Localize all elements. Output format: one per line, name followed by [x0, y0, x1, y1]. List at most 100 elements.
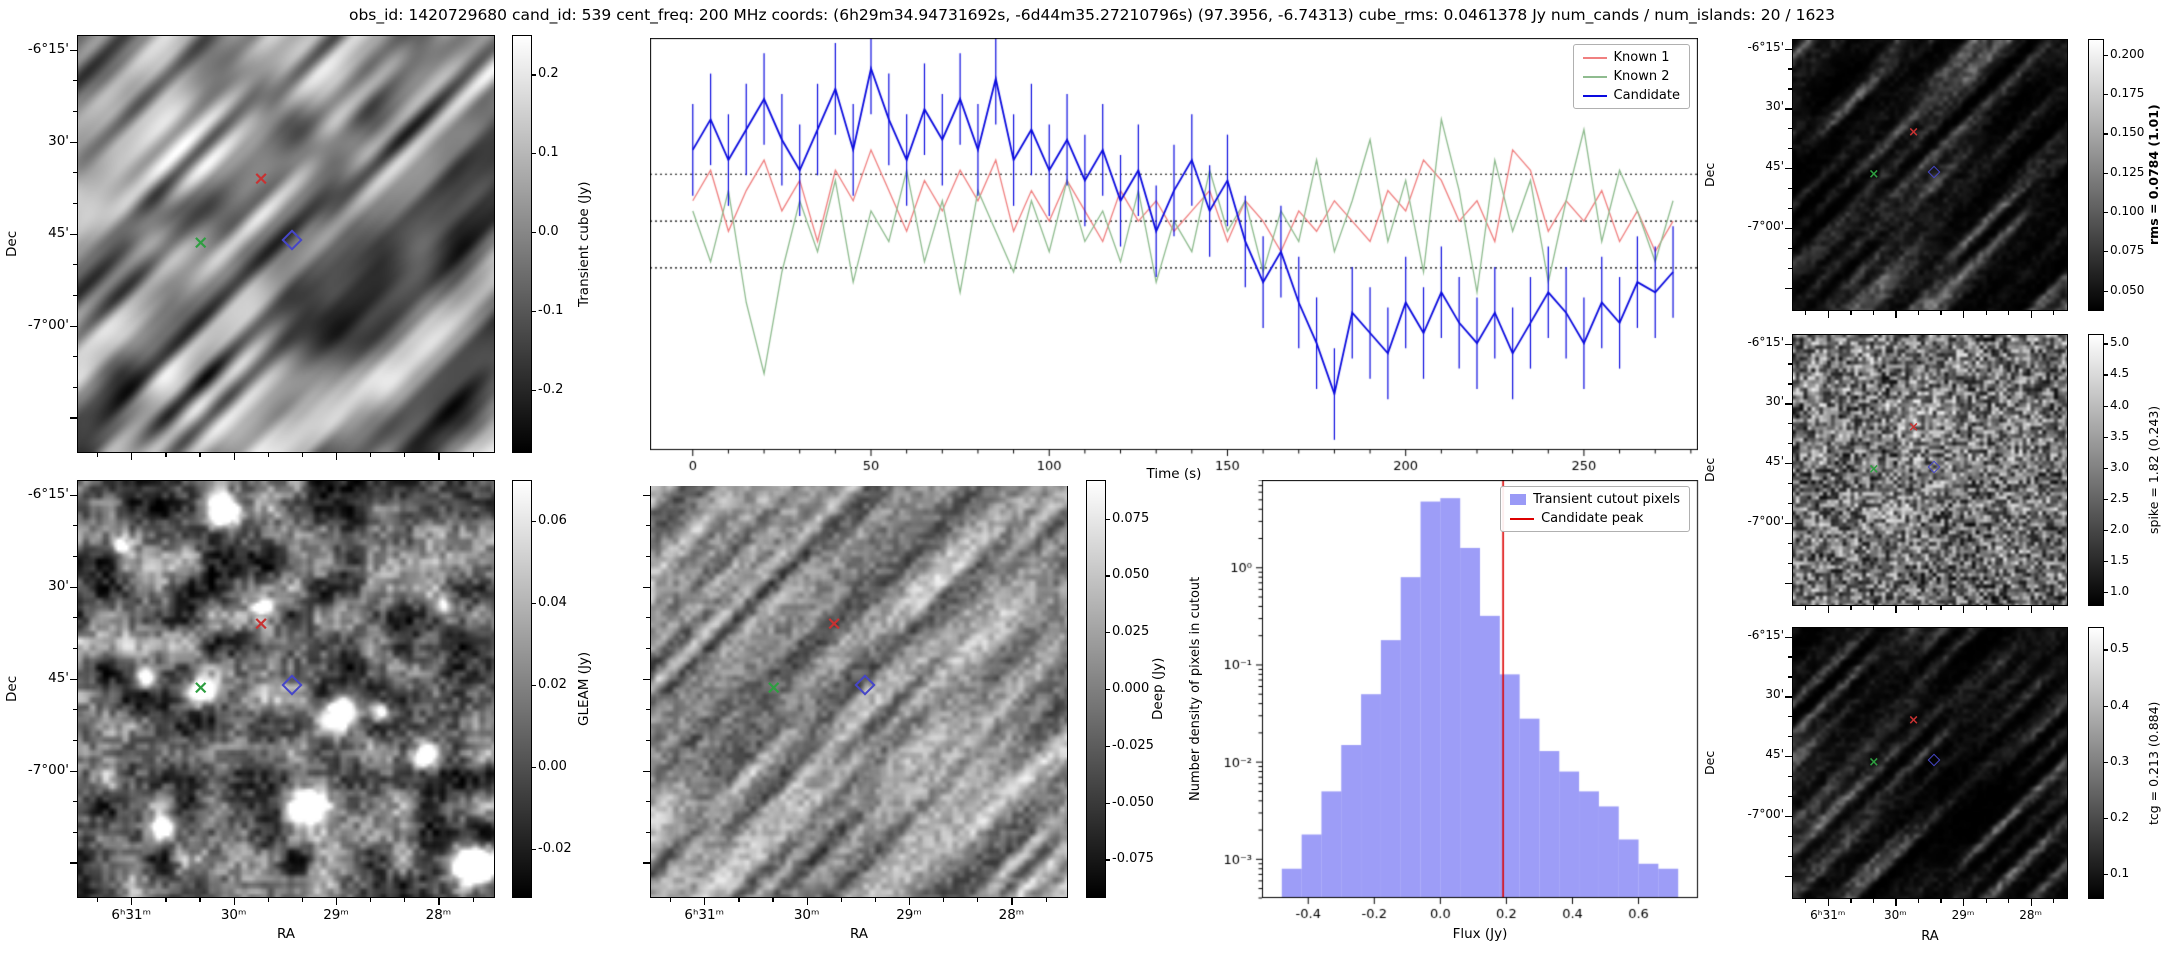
- colorbar-tick: [2104, 133, 2108, 135]
- colorbar-tick-label: 2.0: [2110, 522, 2130, 537]
- tick: [70, 325, 77, 327]
- tick: [2030, 899, 2032, 906]
- colorbar-tick: [2104, 251, 2108, 253]
- known1-marker: ×: [1908, 419, 1919, 435]
- colorbar-gradient: [512, 480, 532, 898]
- tick: [1917, 606, 1920, 610]
- tick: [165, 898, 167, 902]
- colorbar-tick: [2104, 530, 2108, 532]
- colorbar-tick: [1106, 632, 1110, 634]
- legend-entry-candidate: Candidate: [1582, 88, 1680, 103]
- tick: [1788, 716, 1792, 718]
- tick: [336, 453, 338, 460]
- colorbar-gradient: [2088, 39, 2104, 311]
- colorbar-tick-label: 1.5: [2110, 553, 2130, 568]
- tick: [1785, 636, 1792, 638]
- tick: [1788, 835, 1792, 838]
- ra-tick-label: 29ᵐ: [323, 907, 349, 923]
- tick: [1785, 48, 1792, 50]
- tick: [2008, 311, 2010, 315]
- legend-label-known2: Known 2: [1613, 69, 1670, 84]
- dec-tick-label: -7°00': [1747, 807, 1784, 822]
- colorbar-tick: [532, 766, 536, 769]
- dec-axis-label: Dec: [1702, 457, 1717, 483]
- colorbar-tick-label: 0.0: [538, 224, 559, 240]
- legend-label-candidate: Candidate: [1613, 88, 1680, 103]
- tick: [1827, 311, 1829, 318]
- colorbar-tick-label: 0.100: [2110, 203, 2145, 218]
- tick: [1917, 311, 1920, 315]
- tick: [131, 453, 133, 460]
- colorbar-tick: [1106, 745, 1110, 747]
- tick: [909, 898, 911, 905]
- tick: [1788, 148, 1792, 150]
- tick: [1785, 875, 1792, 878]
- tick: [233, 898, 235, 905]
- colorbar-tick: [2104, 649, 2108, 651]
- ra-axis-label: RA: [276, 926, 296, 942]
- tick: [73, 831, 77, 833]
- colorbar-tick-label: -0.2: [538, 381, 564, 397]
- colorbar-tick-label: 0.1: [538, 145, 559, 161]
- tick: [2030, 606, 2032, 613]
- dec-tick-label: 45': [1765, 159, 1784, 174]
- legend-entry-pixels: Transient cutout pixels: [1510, 492, 1680, 507]
- tick: [267, 898, 269, 902]
- tick: [840, 898, 842, 902]
- colorbar-gradient: [2088, 627, 2104, 899]
- colorbar-tick-label: 0.150: [2110, 125, 2145, 140]
- colorbar-tick-label: 0.075: [2110, 243, 2145, 258]
- colorbar-label-deep: Deep (Jy): [1150, 657, 1166, 721]
- ra-tick-label: 6ʰ31ᵐ: [1810, 908, 1846, 922]
- colorbar-gradient: [512, 35, 532, 453]
- tick: [1788, 208, 1792, 210]
- colorbar-tick: [2104, 405, 2108, 407]
- ra-tick-label: 29ᵐ: [896, 907, 922, 923]
- tick: [977, 898, 979, 902]
- dec-tick-label: -7°00': [27, 761, 69, 778]
- tick: [1785, 403, 1792, 405]
- colorbar-tick: [532, 602, 536, 605]
- gleam-image: [78, 481, 494, 897]
- tick: [2030, 311, 2032, 318]
- tick: [472, 453, 474, 457]
- colorbar-tick: [2104, 761, 2108, 763]
- colorbar-label-spike: spike = 1.82 (0.243): [2146, 405, 2161, 535]
- tick: [1872, 606, 1875, 610]
- tick: [73, 172, 77, 174]
- tick: [73, 356, 77, 358]
- tick: [646, 709, 650, 711]
- tick: [1788, 855, 1792, 858]
- tick: [1788, 562, 1792, 565]
- tick: [1788, 128, 1792, 130]
- ra-tick-label: 29ᵐ: [1951, 908, 1975, 922]
- tick: [1785, 756, 1792, 758]
- colorbar-tick-label: 0.06: [538, 512, 567, 528]
- dec-tick-label: -7°00': [27, 316, 69, 333]
- tick: [1850, 606, 1852, 610]
- colorbar-tick-label: 5.0: [2110, 335, 2130, 350]
- colorbar-gradient: [2088, 334, 2104, 606]
- tick: [70, 586, 77, 588]
- tick: [70, 862, 77, 864]
- colorbar-tick-label: 0.00: [538, 758, 567, 774]
- tick: [943, 898, 945, 902]
- tick: [646, 525, 650, 527]
- panel-deep-cutout: × ×: [650, 480, 1068, 898]
- tick: [1785, 816, 1792, 818]
- dec-tick-label: -6°15': [27, 40, 69, 57]
- colorbar-tick: [2104, 498, 2108, 501]
- tick: [1788, 676, 1792, 678]
- tick: [2053, 899, 2055, 903]
- tick: [1785, 696, 1792, 698]
- colorbar-tick: [532, 389, 536, 392]
- tick: [646, 831, 650, 833]
- tick: [1788, 656, 1792, 658]
- tick: [1785, 463, 1792, 465]
- ra-tick-label: 28ᵐ: [998, 907, 1025, 923]
- tick: [404, 453, 406, 457]
- tick: [165, 453, 167, 457]
- tick: [2008, 606, 2010, 610]
- tick: [131, 898, 133, 905]
- colorbar-tick: [2104, 436, 2108, 438]
